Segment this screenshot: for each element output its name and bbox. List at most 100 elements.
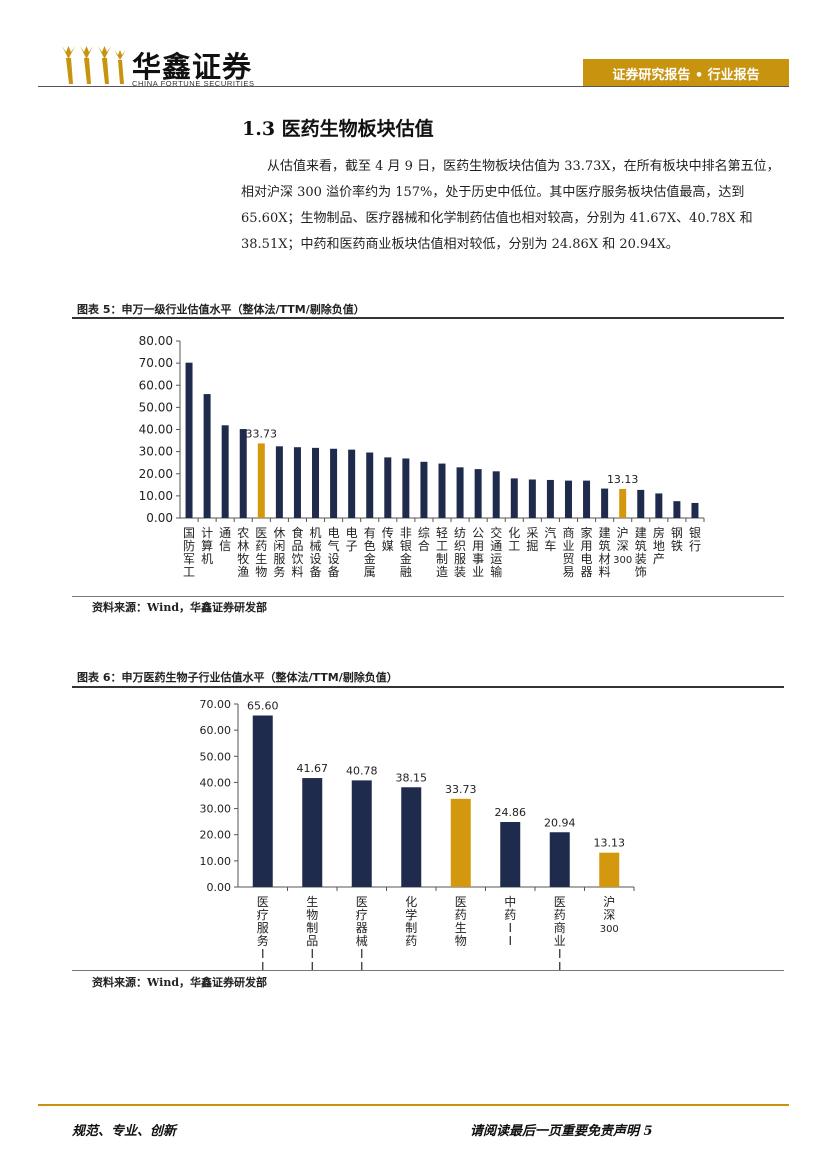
x-tick-label: 轻工制造 [436, 526, 448, 579]
bar [492, 471, 500, 518]
data-label: 38.15 [396, 771, 428, 784]
data-label: 13.13 [607, 473, 639, 486]
x-tick-label: 非银金融 [400, 526, 412, 579]
x-tick-label: 食品饮料 [291, 525, 303, 579]
bar [601, 488, 609, 518]
bar [564, 480, 572, 518]
x-tick-label: 通信 [219, 526, 231, 553]
bar [438, 463, 446, 518]
bar [655, 493, 663, 518]
x-tick-label: 汽车 [544, 525, 556, 553]
data-label: 65.60 [247, 700, 279, 713]
bar [673, 501, 681, 518]
x-tick-label: 综合 [418, 526, 430, 553]
y-tick-label: 50.00 [139, 400, 173, 414]
bar [302, 778, 323, 887]
x-tick-label: 房地产 [653, 525, 665, 566]
y-tick-label: 30.00 [139, 445, 173, 459]
section-title: 1.3 医药生物板块估值 [242, 118, 434, 140]
y-tick-label: 30.00 [200, 803, 232, 816]
x-tick-label: 建筑装饰 [635, 526, 647, 579]
bar [348, 449, 356, 518]
bar [257, 443, 265, 518]
brand-name: 华鑫证券 [132, 50, 253, 84]
x-tick-label: 医疗器械 I I [356, 895, 368, 970]
figure5-bottom-rule [72, 596, 784, 597]
figure6-source: 资料来源：Wind，华鑫证券研发部 [92, 976, 268, 989]
x-tick-label: 化工 [508, 526, 520, 553]
figure6-top-rule [72, 686, 784, 688]
y-tick-label: 0.00 [207, 881, 232, 894]
bar [500, 822, 521, 887]
bar [351, 780, 372, 887]
footer-disclaimer: 请阅读最后一页重要免责声明 5 [470, 1124, 653, 1139]
bar [330, 448, 338, 518]
bar [474, 469, 482, 518]
bar [293, 447, 301, 518]
x-tick-label: 钢铁 [671, 526, 683, 553]
bar [312, 447, 320, 518]
y-tick-label: 20.00 [200, 829, 232, 842]
bar [510, 478, 518, 518]
x-tick-label: 电气设备 [328, 526, 340, 579]
x-tick-label: 医药生物 [255, 526, 267, 579]
x-tick-label: 交通运输 [490, 525, 502, 579]
y-tick-label: 40.00 [200, 776, 232, 789]
bar [599, 852, 620, 887]
x-tick-label: 休闲服务 [273, 526, 285, 579]
data-label: 33.73 [246, 427, 278, 440]
section-paragraph: 从估值来看，截至 4 月 9 日，医药生物板块估值为 33.73X，在所有板块中… [241, 159, 780, 252]
x-tick-label: 银行 [689, 526, 701, 553]
bar [252, 715, 273, 887]
y-tick-label: 70.00 [139, 356, 173, 370]
x-tick-label: 化学制药 [405, 895, 417, 948]
footer-slogan: 规范、专业、创新 [72, 1124, 177, 1139]
x-tick-label: 医疗服务 I I [257, 895, 269, 970]
figure6-caption: 图表 6：申万医药生物子行业估值水平（整体法/TTM/剔除负值） [77, 671, 398, 684]
x-tick-label: 建筑材料 [599, 526, 611, 579]
x-tick-label: 纺织服装 [454, 526, 466, 579]
bar [691, 502, 699, 518]
logo-icon [58, 44, 130, 92]
y-tick-label: 0.00 [146, 511, 173, 525]
x-tick-label: 传媒 [382, 525, 394, 553]
y-tick-label: 50.00 [200, 750, 232, 763]
chart-pharma-subsector-valuation: 0.00 10.00 20.00 30.00 40.00 50.00 60.00 70.00 医… [200, 698, 635, 970]
y-tick-label: 10.00 [139, 489, 173, 503]
figure5-caption: 图表 5：申万一级行业估值水平（整体法/TTM/剔除负值） [77, 303, 365, 316]
bar [619, 488, 627, 518]
x-tick-label: 有色金属 [364, 526, 376, 579]
bar [384, 457, 392, 518]
footer-divider [38, 1104, 789, 1106]
x-tick-label: 沪深 300 [613, 526, 632, 566]
bar [203, 394, 211, 518]
figure6-bottom-rule [72, 970, 784, 971]
y-tick-label: 20.00 [139, 467, 173, 481]
x-tick-label: 中药 I I [504, 894, 516, 948]
y-tick-label: 70.00 [200, 698, 232, 711]
x-tick-label: 家用电器 [581, 525, 593, 579]
bar [402, 458, 410, 518]
x-tick-label: 沪深 300 [600, 895, 619, 935]
x-tick-label: 农林牧渔 [237, 526, 249, 579]
x-tick-label: 电子 [346, 526, 358, 553]
x-tick-label: 生物制品 I I [306, 895, 318, 970]
bar [637, 489, 645, 518]
bar [221, 425, 229, 518]
data-label: 24.86 [495, 806, 527, 819]
figure5-source: 资料来源：Wind，华鑫证券研发部 [92, 601, 268, 614]
bar [456, 467, 464, 518]
data-label: 41.67 [297, 762, 329, 775]
data-label: 13.13 [594, 837, 626, 850]
y-tick-label: 80.00 [139, 334, 173, 348]
x-tick-label: 采掘 [526, 526, 538, 553]
chart-industry-valuation: 0.00 10.00 20.00 30.00 40.00 50.00 60.00 70.00 8… [139, 334, 705, 579]
brand-name-english: CHINA FORTUNE SECURITIES [132, 79, 255, 88]
data-label: 20.94 [544, 816, 576, 829]
y-tick-label: 60.00 [139, 378, 173, 392]
bar [583, 480, 591, 518]
bar [401, 787, 422, 887]
bar [275, 446, 283, 518]
bar [528, 479, 536, 518]
header-divider [38, 86, 789, 87]
